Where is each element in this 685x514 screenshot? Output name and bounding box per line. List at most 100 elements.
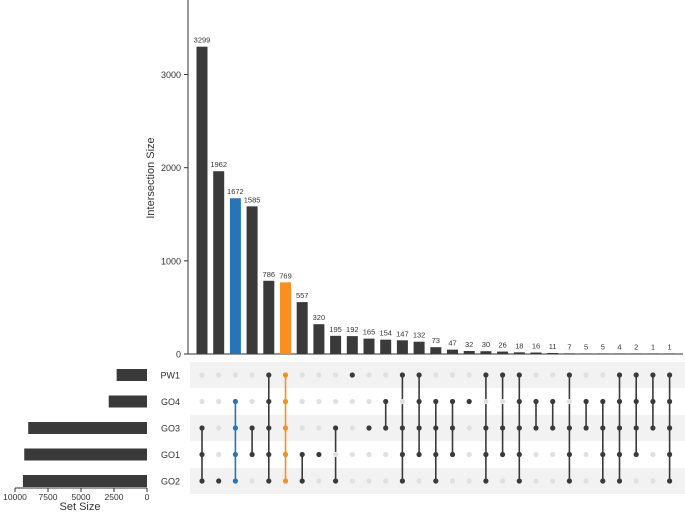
intersection-bar-label: 769	[279, 271, 292, 280]
matrix-dot-active	[266, 478, 272, 484]
matrix-dot-inactive	[383, 478, 389, 484]
intersection-bar	[280, 282, 291, 354]
matrix-dot-inactive	[316, 478, 322, 484]
matrix-dot-active	[416, 398, 422, 405]
matrix-dot-inactive	[466, 372, 472, 378]
matrix-dot-inactive	[249, 372, 255, 378]
intersection-bar	[196, 46, 208, 354]
set-size-tick-label: 5000	[72, 492, 91, 502]
matrix-dot-inactive	[650, 451, 656, 458]
matrix-dot-inactive	[550, 478, 556, 484]
intersection-bar	[330, 335, 342, 354]
matrix-dot-active	[333, 425, 339, 431]
matrix-dot-inactive	[483, 398, 489, 405]
matrix-dot-inactive	[249, 398, 255, 405]
matrix-dot-active	[282, 398, 289, 405]
matrix-dot-inactive	[349, 425, 355, 431]
intersection-bar-label: 4	[617, 342, 621, 351]
matrix-dot-inactive	[316, 398, 322, 405]
set-size-bars	[22, 369, 148, 487]
matrix-dot-active	[399, 478, 405, 484]
matrix-dot-active	[616, 372, 623, 378]
matrix-dot-active	[500, 425, 506, 431]
set-size-tick-label: 0	[145, 492, 150, 502]
intersection-bar-label: 1	[651, 342, 655, 351]
intersection-bar-label: 11	[549, 342, 557, 351]
matrix-dot-active	[199, 478, 205, 484]
intersection-bar-label: 32	[465, 340, 473, 349]
matrix-dot-inactive	[316, 372, 322, 378]
matrix-dot-inactive	[299, 398, 305, 405]
matrix-dot-active	[466, 398, 472, 405]
set-name-go3: GO3	[161, 424, 180, 434]
matrix-dot-active	[433, 451, 439, 458]
matrix-dot-active	[566, 425, 573, 431]
matrix-dot-inactive	[500, 478, 506, 484]
intersection-bar-label: 192	[346, 325, 359, 334]
matrix-dot-active	[633, 425, 639, 431]
matrix-dot-active	[282, 372, 289, 378]
matrix-dot-active	[433, 425, 439, 431]
intersection-bar-label: 1672	[227, 187, 244, 196]
matrix-dot-active	[399, 451, 405, 458]
intersection-bar-label: 30	[482, 340, 490, 349]
intersection-bar	[513, 352, 525, 354]
matrix-dot-active	[282, 478, 289, 484]
matrix-dot-inactive	[216, 372, 222, 378]
set-size-tick-label: 7500	[39, 492, 58, 502]
intersection-bar	[229, 198, 241, 354]
matrix-dot-active	[483, 451, 489, 458]
matrix-dot-active	[516, 398, 522, 405]
matrix-dot-active	[616, 451, 623, 458]
matrix-dot-inactive	[550, 451, 556, 458]
matrix-dot-active	[282, 425, 289, 431]
intersection-bar-label: 73	[432, 336, 440, 345]
intersection-bar	[497, 351, 509, 354]
matrix-dot-active	[383, 398, 389, 405]
matrix-dot-inactive	[583, 478, 589, 484]
intersection-bar	[630, 353, 642, 354]
intersection-bar-label: 7	[567, 342, 571, 351]
matrix-dot-active	[433, 478, 439, 484]
y-tick-label: 0	[176, 350, 181, 360]
set-size-axis: Set Size 10000 7500 5000 2500 0	[3, 487, 150, 513]
intersection-bar	[547, 352, 559, 354]
matrix-dot-inactive	[366, 451, 372, 458]
set-name-go2: GO2	[161, 477, 180, 487]
matrix-dot-active	[199, 425, 205, 431]
intersection-bar	[597, 353, 609, 354]
matrix-dot-active	[583, 425, 589, 431]
matrix-dot-inactive	[232, 372, 238, 378]
matrix-dot-active	[566, 372, 573, 378]
set-names: PW1 GO4 GO3 GO1 GO2	[160, 371, 180, 487]
matrix-dot-inactive	[566, 398, 573, 405]
matrix-dot-active	[600, 425, 606, 431]
matrix-dot-active	[650, 425, 656, 431]
intersection-bar-label: 154	[379, 329, 392, 338]
matrix-dot-active	[516, 372, 522, 378]
matrix-dot-active	[232, 451, 238, 458]
matrix-dot-inactive	[349, 451, 355, 458]
intersection-bar-label: 165	[363, 328, 376, 337]
matrix-dot-inactive	[383, 451, 389, 458]
matrix-dot-active	[366, 425, 372, 431]
intersection-bar-label: 1585	[244, 195, 261, 204]
matrix-dot-active	[266, 451, 272, 458]
matrix-dot-active	[299, 451, 305, 458]
intersection-bar-label: 1962	[210, 160, 227, 169]
matrix-dot-active	[282, 451, 289, 458]
intersection-bar	[246, 206, 258, 354]
matrix-dot-inactive	[533, 478, 539, 484]
matrix-dot-active	[616, 425, 623, 431]
matrix-dot-active	[449, 451, 456, 458]
set-size-axis-label: Set Size	[60, 501, 101, 513]
matrix-dot-active	[349, 372, 355, 378]
matrix-dot-active	[416, 425, 422, 431]
matrix-dot-inactive	[466, 478, 472, 484]
intersection-bar	[563, 353, 575, 354]
matrix-dot-active	[650, 398, 656, 405]
intersection-bar-label: 47	[448, 339, 456, 348]
matrix-dot-active	[416, 372, 422, 378]
